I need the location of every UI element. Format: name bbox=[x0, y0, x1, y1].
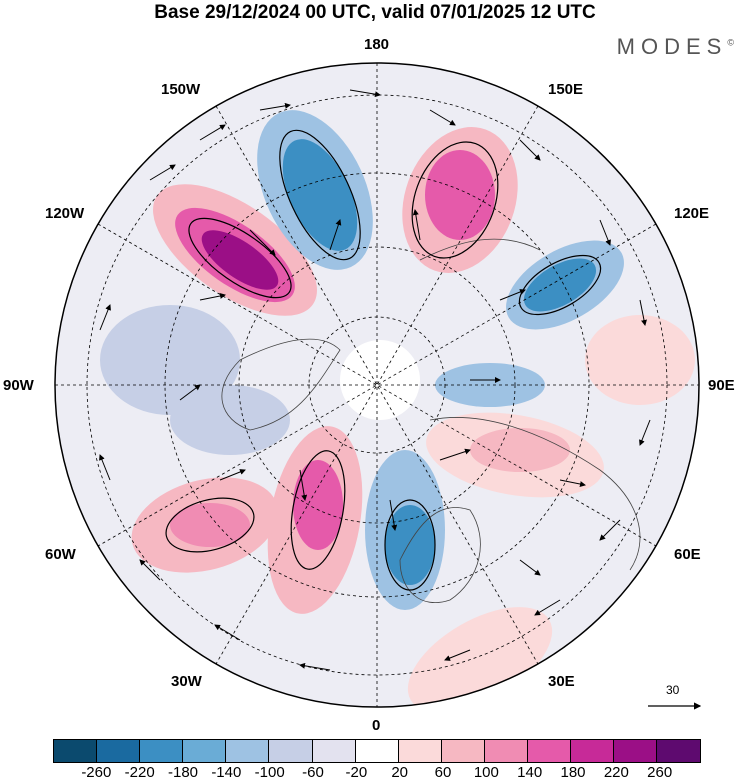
colorbar-tick-label: -180 bbox=[167, 764, 199, 781]
colorbar-tick-label: 20 bbox=[391, 764, 408, 781]
lon-label-150w: 150W bbox=[161, 81, 201, 98]
colorbar-tick-label: 180 bbox=[560, 764, 586, 781]
lon-label-150e: 150E bbox=[548, 81, 584, 98]
lon-label-120w: 120W bbox=[45, 205, 85, 222]
negative-anomaly-region bbox=[100, 305, 240, 415]
colorbar-tick-label: -220 bbox=[124, 764, 155, 781]
colorbar-tick-label: -60 bbox=[302, 764, 324, 781]
coastlines bbox=[221, 238, 641, 603]
positive-anomaly-core bbox=[170, 503, 250, 547]
colorbar-swatch bbox=[571, 740, 615, 762]
pole-region bbox=[340, 340, 420, 420]
colorbar-swatch bbox=[484, 740, 529, 762]
graticule bbox=[55, 63, 699, 707]
brand-logo: MODES© bbox=[616, 34, 734, 59]
negative-anomaly-core bbox=[523, 258, 597, 312]
colorbar-swatch bbox=[97, 740, 141, 762]
colorbar-tick-label: 140 bbox=[517, 764, 543, 781]
colorbar-swatch bbox=[312, 740, 356, 762]
wind-vectors bbox=[99, 89, 651, 671]
positive-anomaly-core bbox=[470, 428, 570, 472]
negative-anomaly-region bbox=[170, 385, 290, 455]
colorbar-swatch bbox=[226, 740, 270, 762]
colorbar-swatch bbox=[657, 740, 701, 762]
colorbar-swatch bbox=[614, 740, 658, 762]
colorbar-tick-label: -260 bbox=[81, 764, 112, 781]
colorbar-tick-label: -20 bbox=[345, 764, 368, 781]
colorbar-swatch bbox=[269, 740, 313, 762]
lon-label-0: 0 bbox=[372, 717, 381, 734]
contours bbox=[165, 129, 602, 591]
positive-anomaly-region bbox=[585, 315, 695, 405]
positive-anomaly-core bbox=[293, 460, 343, 550]
colorbar-swatch bbox=[398, 740, 442, 762]
positive-anomaly-peak bbox=[201, 230, 279, 290]
lon-label-90w: 90W bbox=[3, 377, 34, 394]
colorbar-swatch bbox=[183, 740, 227, 762]
colorbar-tick-label: 260 bbox=[647, 764, 673, 781]
colorbar-tick-label: 220 bbox=[603, 764, 629, 781]
lon-label-30w: 30W bbox=[171, 673, 202, 690]
colorbar-tick-label: -100 bbox=[254, 764, 285, 781]
colorbar-swatch bbox=[140, 740, 184, 762]
reference-vector-label: 30 bbox=[666, 683, 680, 697]
positive-anomaly-region bbox=[407, 607, 553, 707]
chart-title: Base 29/12/2024 00 UTC, valid 07/01/2025… bbox=[154, 2, 596, 23]
colorbar-swatch bbox=[528, 740, 572, 762]
colorbar-swatch bbox=[355, 740, 399, 762]
lon-label-60e: 60E bbox=[674, 546, 701, 563]
lon-label-90e: 90E bbox=[708, 377, 735, 394]
positive-anomaly-core bbox=[425, 150, 495, 240]
colorbar-tick-label: 100 bbox=[473, 764, 499, 781]
lon-label-120e: 120E bbox=[674, 205, 710, 222]
lon-label-180: 180 bbox=[364, 36, 390, 53]
colorbar-swatch bbox=[54, 740, 98, 762]
colorbar-ticks: -260 -220 -180 -140 -100 -60 -20 20 60 100 140 180 2… bbox=[53, 764, 703, 782]
lon-label-60w: 60W bbox=[45, 546, 76, 563]
colorbar-tick-label: -140 bbox=[211, 764, 242, 781]
colorbar-tick-label: 60 bbox=[434, 764, 452, 781]
colorbar-swatch bbox=[441, 740, 485, 762]
lon-label-30e: 30E bbox=[548, 673, 575, 690]
map-boundary bbox=[54, 62, 700, 708]
colorbar bbox=[53, 739, 702, 763]
